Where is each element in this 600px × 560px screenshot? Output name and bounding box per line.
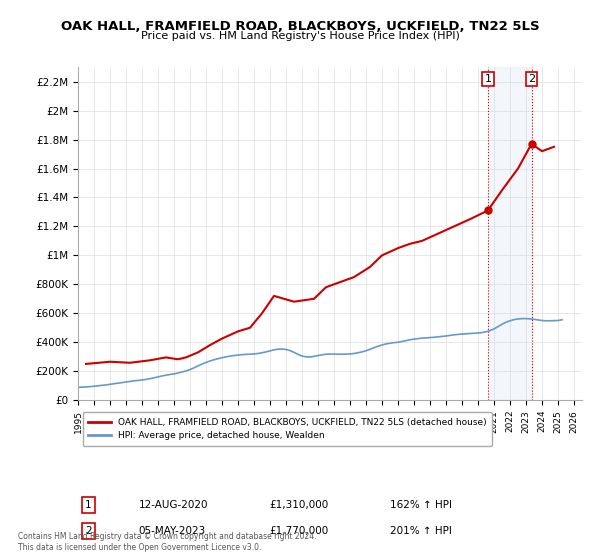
Text: 1: 1 xyxy=(85,500,91,510)
Text: 12-AUG-2020: 12-AUG-2020 xyxy=(139,500,208,510)
Text: £1,310,000: £1,310,000 xyxy=(269,500,329,510)
Text: 2: 2 xyxy=(85,526,91,536)
Text: 2: 2 xyxy=(528,74,535,84)
Text: 201% ↑ HPI: 201% ↑ HPI xyxy=(391,526,452,536)
Text: 1: 1 xyxy=(484,74,491,84)
Text: 162% ↑ HPI: 162% ↑ HPI xyxy=(391,500,452,510)
Text: Price paid vs. HM Land Registry's House Price Index (HPI): Price paid vs. HM Land Registry's House … xyxy=(140,31,460,41)
Text: £1,770,000: £1,770,000 xyxy=(269,526,329,536)
Bar xyxy=(488,67,532,400)
Text: Contains HM Land Registry data © Crown copyright and database right 2024.
This d: Contains HM Land Registry data © Crown c… xyxy=(18,532,317,552)
Text: OAK HALL, FRAMFIELD ROAD, BLACKBOYS, UCKFIELD, TN22 5LS: OAK HALL, FRAMFIELD ROAD, BLACKBOYS, UCK… xyxy=(61,20,539,32)
Legend: OAK HALL, FRAMFIELD ROAD, BLACKBOYS, UCKFIELD, TN22 5LS (detached house), HPI: A: OAK HALL, FRAMFIELD ROAD, BLACKBOYS, UCK… xyxy=(83,412,492,446)
Text: 05-MAY-2023: 05-MAY-2023 xyxy=(139,526,206,536)
